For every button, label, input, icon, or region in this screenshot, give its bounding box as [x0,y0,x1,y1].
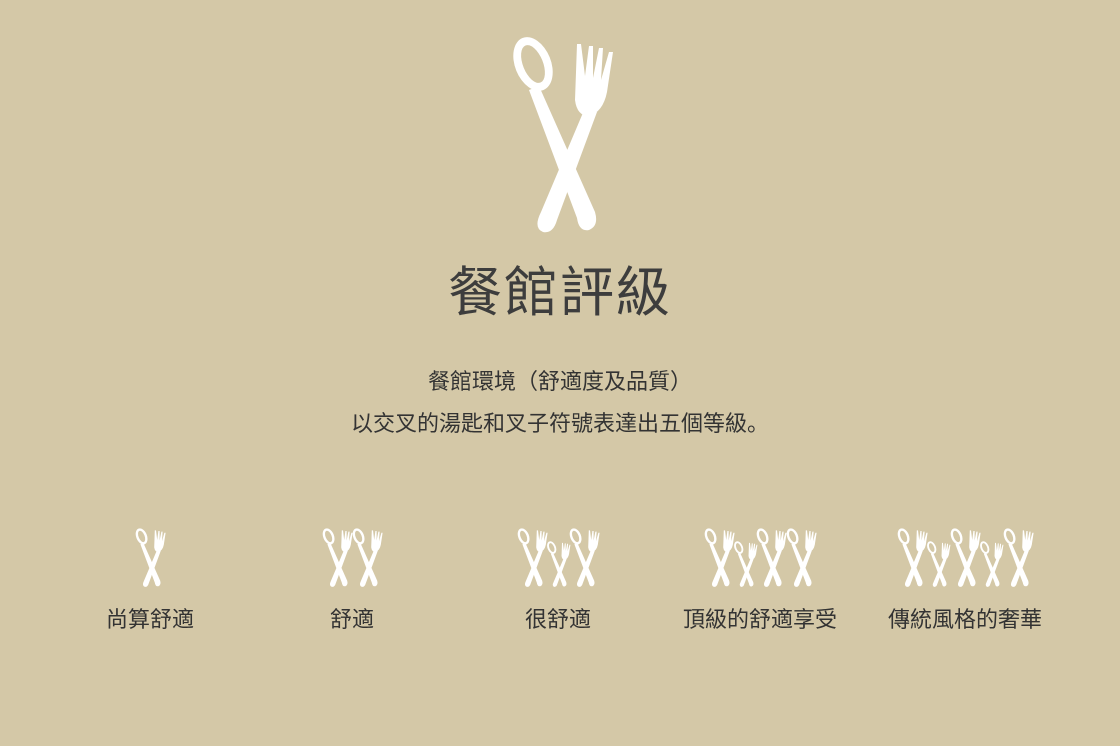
spoon-fork-icon [546,541,571,588]
spoon-fork-icon [505,36,617,236]
page-title: 餐館評級 [448,261,672,324]
spoon-fork-icon [352,528,383,587]
rating-level-4: 頂級的舒適享受 [660,524,860,634]
spoon-fork-icon [733,541,758,588]
spoon-fork-icon [898,528,929,587]
spoon-fork-icon [756,528,787,587]
spoon-fork-icon [950,528,981,587]
rating-icons [517,524,600,588]
rating-level-3: 很舒適 [458,524,658,634]
rating-icons [897,524,1034,588]
rating-icons [135,524,166,588]
spoon-fork-icon [517,528,548,587]
rating-label: 舒適 [329,608,374,633]
description-line-1: 餐館環境（舒適度及品質） [427,370,692,395]
rating-label: 傳統風格的奢華 [887,608,1042,633]
rating-icons [322,524,383,588]
rating-label: 很舒適 [524,608,591,633]
spoon-fork-icon [927,541,951,588]
rating-level-5: 傳統風格的奢華 [865,524,1065,634]
spoon-fork-icon [786,528,817,587]
spoon-fork-icon [322,528,353,587]
description-line-2: 以交叉的湯匙和叉子符號表達出五個等級。 [350,412,769,437]
rating-icons [704,524,817,588]
rating-label: 尚算舒適 [105,608,194,633]
spoon-fork-icon [1003,528,1034,587]
spoon-fork-icon [569,528,600,587]
rating-label: 頂級的舒適享受 [682,608,837,633]
spoon-fork-icon [704,528,735,587]
spoon-fork-icon [980,541,1004,588]
rating-level-1: 尚算舒適 [50,524,250,634]
spoon-fork-icon [135,528,166,587]
rating-level-2: 舒適 [252,524,452,634]
